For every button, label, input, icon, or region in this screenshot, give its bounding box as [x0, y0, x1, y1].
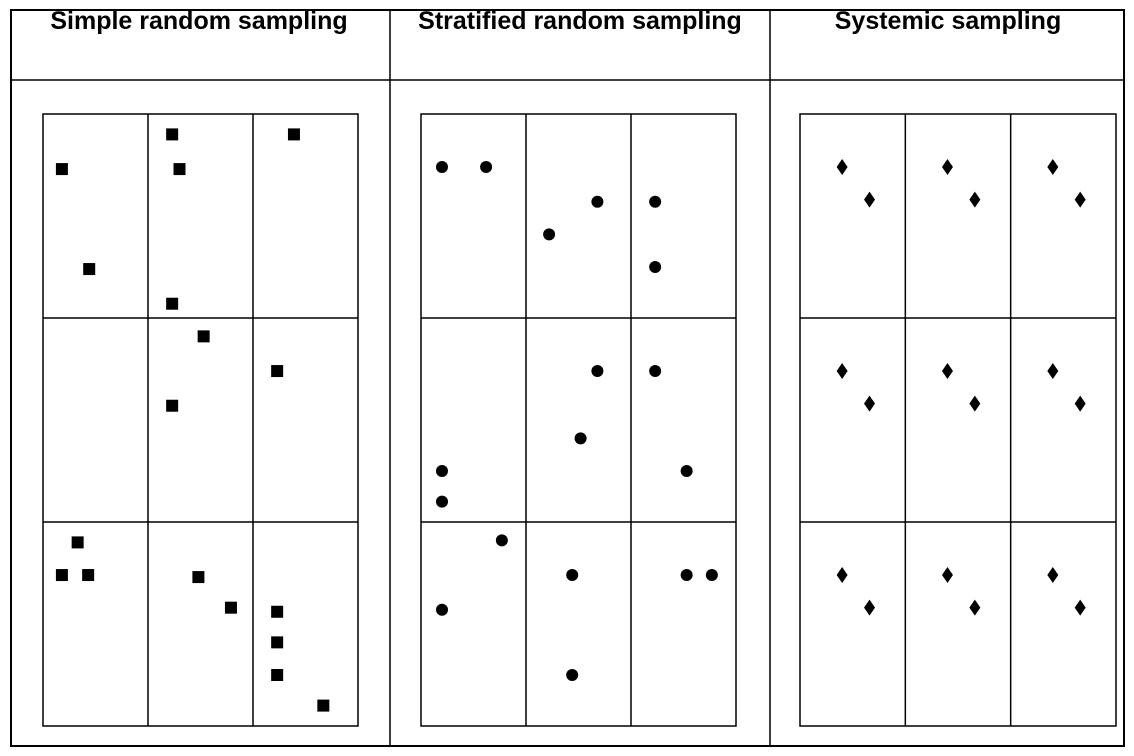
- diamond-marker-p3-r2c1-1: [836, 363, 848, 380]
- diamond-marker-p3-r3c1-2: [864, 599, 876, 616]
- square-marker-p1-r1c3-1: [287, 128, 300, 141]
- square-marker-p1-r3c1-1: [71, 536, 84, 549]
- circle-marker-p2-r2c1-1: [436, 465, 448, 477]
- square-marker-p1-r3c3-3: [271, 669, 284, 681]
- square-marker-p1-r3c2-1: [192, 571, 205, 584]
- circle-marker-p2-r1c3-2: [649, 261, 662, 273]
- circle-marker-p2-r3c1-2: [495, 534, 508, 547]
- square-marker-p1-r3c3-4: [317, 699, 330, 712]
- circle-marker-p2-r2c2-1: [574, 432, 587, 445]
- sample-grid-2: [420, 113, 737, 727]
- circle-marker-p2-r3c3-2: [705, 569, 718, 582]
- diamond-marker-p3-r3c3-1: [1047, 567, 1059, 584]
- diamond-marker-p3-r2c2-1: [941, 363, 953, 380]
- square-marker-p1-r3c3-2: [271, 636, 284, 649]
- table-border: [10, 9, 1125, 747]
- square-marker-p1-r1c2-2: [173, 163, 186, 176]
- header-systemic-sampling: Systemic sampling: [834, 7, 1062, 35]
- square-marker-p1-r1c2-1: [166, 128, 179, 141]
- sample-grid-3: [799, 113, 1117, 727]
- diamond-marker-p3-r2c1-2: [864, 395, 876, 412]
- square-marker-p1-r1c2-3: [166, 297, 179, 310]
- diamond-marker-p3-r2c2-2: [969, 395, 981, 412]
- diamond-marker-p3-r1c2-1: [941, 159, 953, 176]
- square-marker-p1-r2c2-2: [166, 399, 179, 412]
- diamond-marker-p3-r2c3-1: [1047, 363, 1059, 380]
- circle-marker-p2-r2c3-2: [680, 465, 693, 477]
- diamond-marker-p3-r1c3-1: [1047, 159, 1059, 176]
- circle-marker-p2-r1c1-2: [480, 161, 493, 174]
- square-marker-p1-r1c1-2: [83, 263, 96, 276]
- circle-marker-p2-r1c3-1: [649, 195, 662, 208]
- diamond-marker-p3-r1c2-2: [969, 191, 981, 208]
- diamond-marker-p3-r1c1-2: [864, 191, 876, 208]
- header-stratified-random-sampling: Stratified random sampling: [418, 7, 742, 35]
- diamond-marker-p3-r1c1-1: [836, 159, 848, 176]
- circle-marker-p2-r3c1-1: [436, 603, 448, 616]
- square-marker-p1-r2c2-1: [197, 330, 210, 343]
- diamond-marker-p3-r3c2-1: [941, 567, 953, 584]
- square-marker-p1-r1c1-1: [55, 163, 68, 176]
- circle-marker-p2-r3c2-2: [566, 669, 579, 681]
- circle-marker-p2-r3c2-1: [566, 569, 579, 582]
- circle-marker-p2-r1c2-2: [591, 195, 604, 208]
- sample-grid-1: [42, 113, 359, 727]
- header-simple-random-sampling: Simple random sampling: [50, 7, 348, 35]
- circle-marker-p2-r2c3-1: [649, 365, 662, 378]
- diamond-marker-p3-r2c3-2: [1074, 395, 1086, 412]
- circle-marker-p2-r1c2-1: [543, 228, 556, 241]
- diamond-marker-p3-r1c3-2: [1074, 191, 1086, 208]
- circle-marker-p2-r2c1-2: [436, 495, 448, 508]
- circle-marker-p2-r1c1-1: [436, 161, 448, 174]
- square-marker-p1-r3c2-2: [224, 601, 237, 614]
- square-marker-p1-r3c1-3: [82, 569, 95, 582]
- square-marker-p1-r3c3-1: [271, 605, 284, 618]
- square-marker-p1-r2c3-1: [271, 365, 284, 378]
- circle-marker-p2-r3c3-1: [680, 569, 693, 582]
- diamond-marker-p3-r3c1-1: [836, 567, 848, 584]
- diamond-marker-p3-r3c2-2: [969, 599, 981, 616]
- circle-marker-p2-r2c2-2: [591, 365, 604, 378]
- diamond-marker-p3-r3c3-2: [1074, 599, 1086, 616]
- square-marker-p1-r3c1-2: [55, 569, 68, 582]
